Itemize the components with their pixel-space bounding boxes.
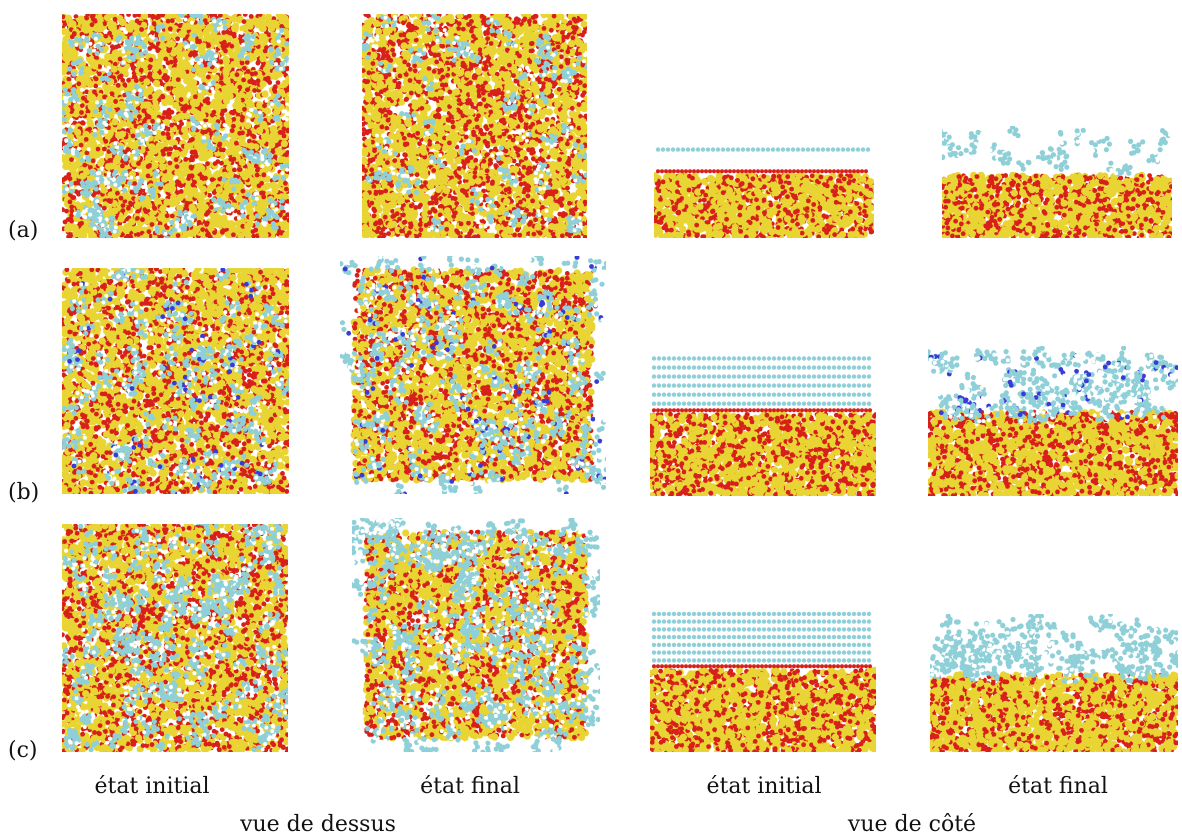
group-caption-side-view: vue de côté — [848, 814, 976, 836]
panel-b-side-final — [928, 346, 1178, 496]
panel-a-side-final — [942, 126, 1172, 238]
molecular-render — [928, 346, 1178, 496]
panel-a-top-final — [362, 14, 587, 238]
row-label-c: (c) — [8, 740, 38, 762]
panel-b-top-final — [340, 256, 606, 494]
molecular-render — [362, 14, 587, 238]
row-label-a: (a) — [8, 220, 38, 242]
panel-c-side-initial — [650, 606, 876, 752]
molecular-render — [650, 356, 876, 496]
molecular-render — [930, 614, 1178, 752]
molecular-render — [62, 524, 288, 752]
caption-side-initial: état initial — [706, 776, 821, 798]
molecular-render — [352, 518, 600, 752]
molecular-render — [654, 147, 874, 238]
molecular-render — [62, 14, 289, 238]
panel-a-top-initial — [62, 14, 289, 238]
panel-c-top-final — [352, 518, 600, 752]
panel-b-side-initial — [650, 350, 876, 496]
group-caption-top-view: vue de dessus — [240, 814, 396, 836]
panel-b-top-initial — [62, 268, 289, 494]
row-label-b: (b) — [8, 482, 39, 504]
molecular-render — [650, 611, 876, 752]
panel-c-side-final — [930, 614, 1178, 752]
molecular-render — [942, 126, 1172, 238]
caption-top-initial: état initial — [94, 776, 209, 798]
panel-a-side-initial — [654, 126, 874, 238]
panel-c-top-initial — [62, 524, 288, 752]
caption-top-final: état final — [420, 776, 520, 798]
molecular-render — [62, 268, 289, 494]
molecular-render — [340, 256, 606, 494]
caption-side-final: état final — [1008, 776, 1108, 798]
